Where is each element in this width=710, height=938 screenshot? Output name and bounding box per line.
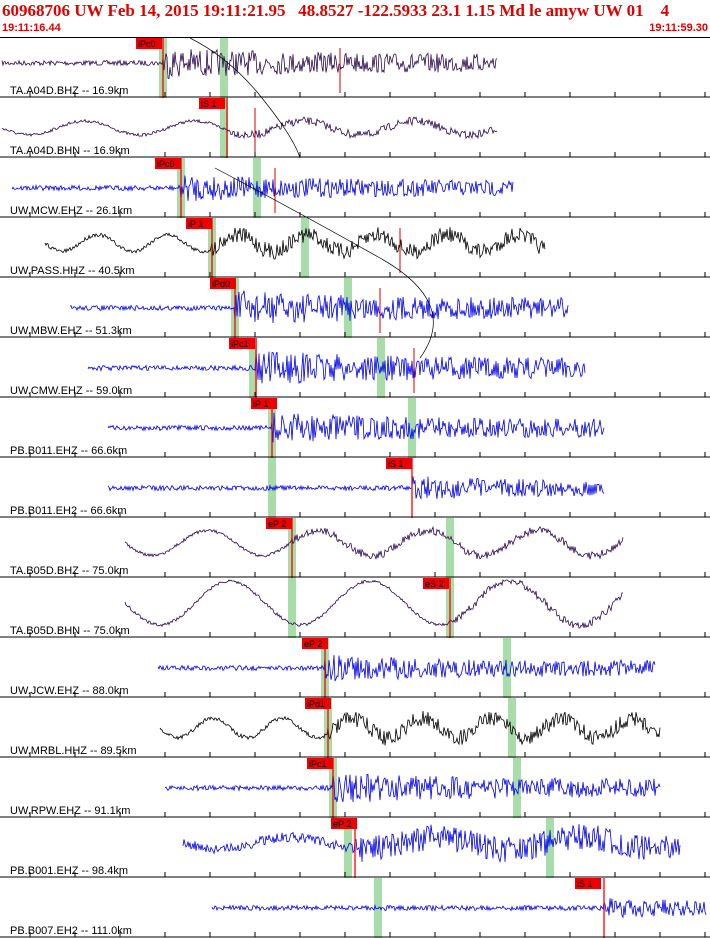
phase-band xyxy=(249,338,257,398)
trace-row[interactable]: eS 2 TA.B05D.BHN -- 75.0km xyxy=(0,578,710,638)
pick-label: eP 2 xyxy=(333,819,351,829)
start-time-label: 19:11:16.44 xyxy=(2,22,61,34)
trace-row[interactable]: eP 2 PB.B001.EHZ -- 98.4km xyxy=(0,818,710,878)
phase-band xyxy=(288,578,296,638)
waveform xyxy=(87,351,586,385)
waveform xyxy=(182,824,681,864)
station-label: UW.JCW.EHZ -- 88.0km xyxy=(10,685,129,697)
pick-label: eP 2 xyxy=(304,639,322,649)
pick-label: iPc0 xyxy=(157,159,175,169)
record-header: 60968706 UW Feb 14, 2015 19:11:21.95 48.… xyxy=(0,0,710,37)
trace-row[interactable]: iPd1 UW.MRBL.HHZ -- 89.5km xyxy=(0,698,710,758)
pick-label: iPc1 xyxy=(231,339,249,349)
phase-band xyxy=(446,518,454,578)
station-label: UW.RPW.EHZ -- 91.1km xyxy=(10,805,130,817)
station-label: TA.A04D.BHZ -- 16.9km xyxy=(10,85,128,97)
event-summary-title: 60968706 UW Feb 14, 2015 19:11:21.95 48.… xyxy=(2,1,670,20)
pick-label-box[interactable] xyxy=(331,818,357,829)
waveform xyxy=(107,412,605,443)
station-label: PB.B001.EHZ -- 98.4km xyxy=(10,865,128,877)
pick-label-box[interactable] xyxy=(136,38,162,49)
waveform xyxy=(107,476,605,500)
pick-label-box[interactable] xyxy=(575,878,601,889)
pick-label-box[interactable] xyxy=(229,338,255,349)
trace-row[interactable]: iPc0 TA.A04D.BHZ -- 16.9km xyxy=(0,38,710,98)
station-label: TA.B05D.BHN -- 75.0km xyxy=(10,625,130,637)
phase-band xyxy=(220,38,228,98)
pick-label-box[interactable] xyxy=(305,698,331,709)
phase-band xyxy=(513,758,521,818)
end-time-label: 19:11:59.30 xyxy=(649,22,708,34)
station-label: PB.B011.EHZ -- 66.6km xyxy=(10,445,127,457)
pick-label-box[interactable] xyxy=(302,638,328,649)
pick-label: eP 2 xyxy=(268,519,286,529)
phase-band xyxy=(253,158,261,218)
travel-time-curve xyxy=(214,167,434,359)
station-label: UW.MRBL.HHZ -- 89.5km xyxy=(10,745,137,757)
trace-row[interactable]: iS 1 PB.B011.EH2 -- 66.6km xyxy=(0,458,710,518)
station-label: PB.B011.EH2 -- 66.6km xyxy=(10,505,127,517)
waveform xyxy=(211,898,707,919)
trace-row[interactable]: iS 1 TA.A04D.BHN -- 16.9km xyxy=(0,98,710,158)
waveform xyxy=(124,579,624,629)
waveform xyxy=(164,773,661,803)
pick-label: iPc1 xyxy=(309,759,327,769)
station-label: TA.A04D.BHN -- 16.9km xyxy=(10,145,130,157)
station-label: UW.MCW.EHZ -- 26.1km xyxy=(10,205,132,217)
header-divider xyxy=(0,37,710,38)
phase-band xyxy=(508,698,516,758)
waveform xyxy=(11,175,514,201)
station-label: TA.B05D.BHZ -- 75.0km xyxy=(10,565,128,577)
phase-band xyxy=(503,638,511,698)
pick-label: iPd1 xyxy=(307,699,325,709)
station-label: UW.MBW.EHZ -- 51.3km xyxy=(10,325,132,337)
trace-row[interactable]: iPc0 UW.MCW.EHZ -- 26.1km xyxy=(0,158,710,218)
trace-row[interactable]: eP 2 TA.B05D.BHZ -- 75.0km xyxy=(0,518,710,578)
trace-row[interactable]: iPc1 UW.RPW.EHZ -- 91.1km xyxy=(0,758,710,818)
pick-label-box[interactable] xyxy=(307,758,333,769)
waveform xyxy=(44,227,546,260)
pick-label-box[interactable] xyxy=(266,518,292,529)
travel-time-curve xyxy=(189,38,301,159)
waveform xyxy=(1,48,498,79)
trace-row[interactable]: iP 1 UW.PASS.HHZ -- 40.5km xyxy=(0,218,710,278)
station-label: UW.CMW.EHZ -- 59.0km xyxy=(10,385,132,397)
trace-row[interactable]: eP 2 UW.JCW.EHZ -- 88.0km xyxy=(0,638,710,698)
pick-label-box[interactable] xyxy=(251,398,277,409)
waveform xyxy=(159,710,661,746)
waveform xyxy=(124,525,624,560)
waveform xyxy=(1,116,498,140)
waveform xyxy=(69,290,569,324)
waveform xyxy=(157,655,656,682)
trace-row[interactable]: iPd0 UW.MBW.EHZ -- 51.3km xyxy=(0,278,710,338)
pick-label: iP 1 xyxy=(253,399,268,409)
pick-label-box[interactable] xyxy=(155,158,181,169)
pick-label: iS 1 xyxy=(388,459,404,469)
phase-band xyxy=(546,818,554,878)
pick-label: iS 1 xyxy=(577,879,593,889)
phase-band xyxy=(408,398,416,458)
pick-label: iP 1 xyxy=(188,219,203,229)
pick-label-box[interactable] xyxy=(210,278,236,289)
pick-label: eS 2 xyxy=(425,579,444,589)
pick-label-box[interactable] xyxy=(386,458,412,469)
pick-label: iPd0 xyxy=(212,279,230,289)
seismogram-panel[interactable]: iPc0 TA.A04D.BHZ -- 16.9km iS 1 TA.A04D.BHN… xyxy=(0,38,710,938)
phase-band xyxy=(344,818,352,878)
pick-label: iPc0 xyxy=(138,39,156,49)
pick-label-box[interactable] xyxy=(199,98,225,109)
phase-band xyxy=(301,218,309,278)
trace-row[interactable]: iPc1 UW.CMW.EHZ -- 59.0km xyxy=(0,338,710,398)
station-label: UW.PASS.HHZ -- 40.5km xyxy=(10,265,134,277)
pick-label-box[interactable] xyxy=(423,578,449,589)
pick-label: iS 1 xyxy=(201,99,217,109)
trace-row[interactable]: iP 1 PB.B011.EHZ -- 66.6km xyxy=(0,398,710,458)
trace-row[interactable]: iS 1 PB.B007.EH2 -- 111.0km xyxy=(0,878,710,938)
pick-label-box[interactable] xyxy=(186,218,212,229)
station-label: PB.B007.EH2 -- 111.0km xyxy=(10,925,132,937)
